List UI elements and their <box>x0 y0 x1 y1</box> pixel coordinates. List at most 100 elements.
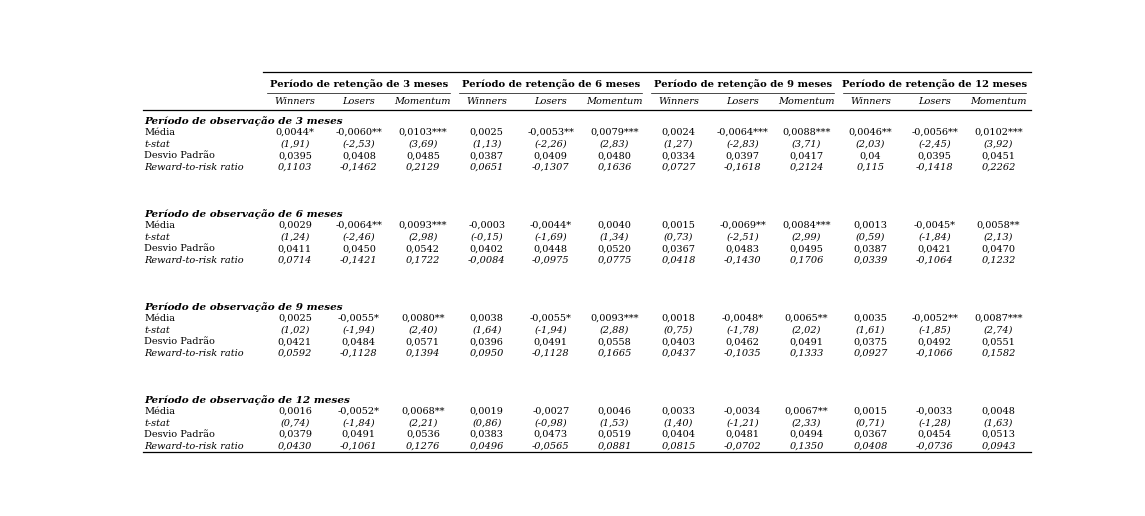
Text: Momentum: Momentum <box>586 97 643 106</box>
Text: -0,0056**: -0,0056** <box>911 128 958 137</box>
Text: 0,1582: 0,1582 <box>981 349 1016 358</box>
Text: 0,0450: 0,0450 <box>342 244 376 253</box>
Text: 0,0496: 0,0496 <box>469 442 504 451</box>
Text: 0,0387: 0,0387 <box>469 151 504 160</box>
Text: 0,0334: 0,0334 <box>662 151 696 160</box>
Text: Período de retenção de 9 meses: Período de retenção de 9 meses <box>654 79 831 89</box>
Text: 0,0367: 0,0367 <box>853 430 887 439</box>
Text: 0,1706: 0,1706 <box>789 256 823 265</box>
Text: 0,0727: 0,0727 <box>662 163 696 172</box>
Text: 0,0339: 0,0339 <box>853 256 887 265</box>
Text: t-stat: t-stat <box>144 140 169 149</box>
Text: -0,0702: -0,0702 <box>724 442 761 451</box>
Text: 0,0651: 0,0651 <box>469 163 504 172</box>
Text: (2,88): (2,88) <box>600 326 630 334</box>
Text: Losers: Losers <box>342 97 376 106</box>
Text: -0,0069**: -0,0069** <box>719 221 766 230</box>
Text: (-2,26): (-2,26) <box>535 140 567 149</box>
Text: Média: Média <box>144 128 175 137</box>
Text: (-1,21): (-1,21) <box>726 418 759 428</box>
Text: 0,0404: 0,0404 <box>662 430 696 439</box>
Text: Winners: Winners <box>658 97 700 106</box>
Text: 0,0462: 0,0462 <box>726 337 759 346</box>
Text: 0,1636: 0,1636 <box>598 163 632 172</box>
Text: 0,2129: 0,2129 <box>405 163 440 172</box>
Text: 0,0714: 0,0714 <box>278 256 313 265</box>
Text: 0,0383: 0,0383 <box>469 430 504 439</box>
Text: 0,1722: 0,1722 <box>405 256 440 265</box>
Text: (-1,69): (-1,69) <box>535 233 567 241</box>
Text: Momentum: Momentum <box>395 97 451 106</box>
Text: -0,0060**: -0,0060** <box>335 128 382 137</box>
Text: 0,0411: 0,0411 <box>278 244 311 253</box>
Text: 0,0454: 0,0454 <box>917 430 951 439</box>
Text: 0,0044*: 0,0044* <box>276 128 315 137</box>
Text: 0,0084***: 0,0084*** <box>782 221 831 230</box>
Text: 0,0430: 0,0430 <box>278 442 313 451</box>
Text: Período de retenção de 3 meses: Período de retenção de 3 meses <box>270 79 448 89</box>
Text: 0,0881: 0,0881 <box>598 442 632 451</box>
Text: 0,0536: 0,0536 <box>405 430 440 439</box>
Text: (2,83): (2,83) <box>600 140 630 149</box>
Text: 0,0481: 0,0481 <box>726 430 759 439</box>
Text: Desvio Padrão: Desvio Padrão <box>144 430 215 439</box>
Text: -0,1066: -0,1066 <box>916 349 954 358</box>
Text: 0,0421: 0,0421 <box>917 244 951 253</box>
Text: Winners: Winners <box>275 97 315 106</box>
Text: Desvio Padrão: Desvio Padrão <box>144 151 215 160</box>
Text: (3,71): (3,71) <box>792 140 821 149</box>
Text: 0,0396: 0,0396 <box>469 337 504 346</box>
Text: 0,0592: 0,0592 <box>278 349 313 358</box>
Text: (0,73): (0,73) <box>664 233 694 241</box>
Text: (2,98): (2,98) <box>408 233 437 241</box>
Text: -0,1064: -0,1064 <box>916 256 954 265</box>
Text: (-0,98): (-0,98) <box>535 418 567 428</box>
Text: Winners: Winners <box>850 97 891 106</box>
Text: (-2,53): (-2,53) <box>342 140 376 149</box>
Text: 0,0491: 0,0491 <box>790 337 823 346</box>
Text: 0,0473: 0,0473 <box>534 430 568 439</box>
Text: -0,0048*: -0,0048* <box>721 314 764 323</box>
Text: 0,0542: 0,0542 <box>405 244 440 253</box>
Text: -0,1618: -0,1618 <box>724 163 761 172</box>
Text: (2,74): (2,74) <box>984 326 1013 334</box>
Text: 0,0025: 0,0025 <box>278 314 311 323</box>
Text: 0,1232: 0,1232 <box>981 256 1016 265</box>
Text: 0,0775: 0,0775 <box>598 256 632 265</box>
Text: Losers: Losers <box>918 97 951 106</box>
Text: Média: Média <box>144 314 175 323</box>
Text: 0,0437: 0,0437 <box>662 349 696 358</box>
Text: 0,0470: 0,0470 <box>981 244 1016 253</box>
Text: 0,0379: 0,0379 <box>278 430 311 439</box>
Text: Média: Média <box>144 407 175 416</box>
Text: 0,0492: 0,0492 <box>917 337 951 346</box>
Text: 0,0033: 0,0033 <box>662 407 696 416</box>
Text: 0,0483: 0,0483 <box>726 244 759 253</box>
Text: 0,0375: 0,0375 <box>853 337 887 346</box>
Text: Período de retenção de 6 meses: Período de retenção de 6 meses <box>461 79 640 89</box>
Text: (1,61): (1,61) <box>856 326 885 334</box>
Text: -0,0055*: -0,0055* <box>338 314 380 323</box>
Text: 0,0395: 0,0395 <box>917 151 951 160</box>
Text: 0,0046**: 0,0046** <box>848 128 892 137</box>
Text: 0,115: 0,115 <box>856 163 885 172</box>
Text: 0,0093***: 0,0093*** <box>398 221 447 230</box>
Text: 0,0421: 0,0421 <box>278 337 311 346</box>
Text: (1,13): (1,13) <box>472 140 502 149</box>
Text: -0,0045*: -0,0045* <box>914 221 956 230</box>
Text: 0,0068**: 0,0068** <box>401 407 444 416</box>
Text: -0,0052*: -0,0052* <box>338 407 380 416</box>
Text: Desvio Padrão: Desvio Padrão <box>144 337 215 346</box>
Text: (0,74): (0,74) <box>281 418 309 428</box>
Text: Reward-to-risk ratio: Reward-to-risk ratio <box>144 349 244 358</box>
Text: Losers: Losers <box>726 97 759 106</box>
Text: 0,0013: 0,0013 <box>853 221 887 230</box>
Text: 0,0491: 0,0491 <box>342 430 376 439</box>
Text: 0,0513: 0,0513 <box>981 430 1016 439</box>
Text: (0,86): (0,86) <box>472 418 502 428</box>
Text: (-0,15): (-0,15) <box>471 233 503 241</box>
Text: -0,1307: -0,1307 <box>532 163 569 172</box>
Text: -0,1128: -0,1128 <box>340 349 378 358</box>
Text: Winners: Winners <box>466 97 507 106</box>
Text: Período de retenção de 12 meses: Período de retenção de 12 meses <box>842 79 1027 89</box>
